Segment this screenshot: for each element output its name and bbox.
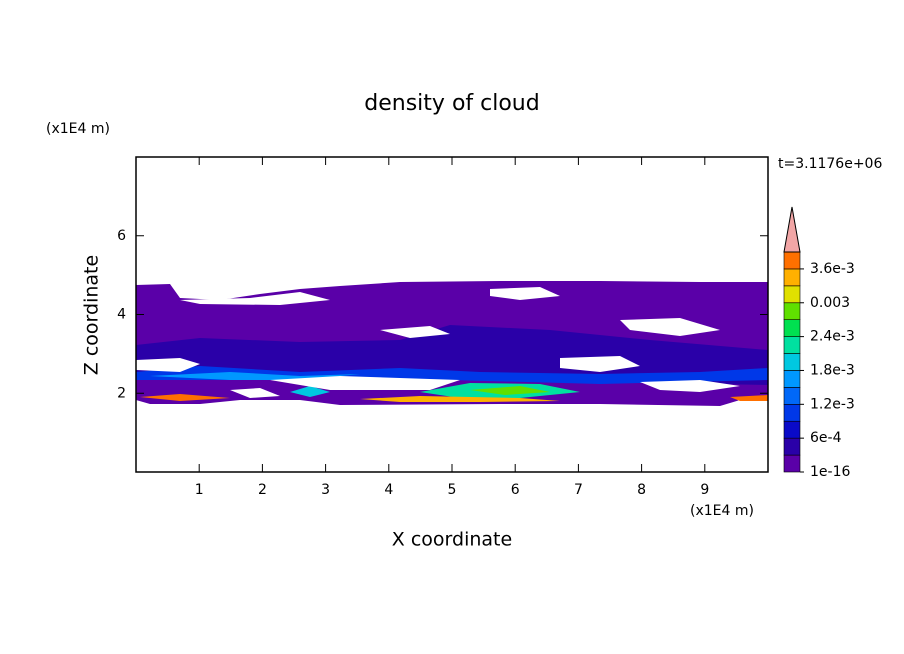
colorbar-box [783,454,801,473]
contour-region [730,395,768,401]
colorbar-box [783,319,801,337]
x-tick-label: 7 [574,482,583,498]
colorbar-tick-label: 2.4e-3 [810,329,855,345]
contour-region [360,396,560,402]
y-unit: (x1E4 m) [46,121,110,137]
x-tick-label: 1 [195,482,204,498]
colorbar-box [783,370,801,388]
contour-region [470,386,550,395]
colorbar-box [783,437,801,456]
x-axis-label: X coordinate [392,529,512,551]
colorbar-box [783,420,801,439]
colorbar-extend [783,206,801,253]
colorbar-box [783,268,801,287]
colorbar-box [783,336,801,354]
colorbar-tick-label: 1.8e-3 [810,362,855,378]
x-tick-label: 9 [700,482,709,498]
x-tick-label: 4 [384,482,393,498]
y-tick-label: 2 [117,385,126,401]
x-tick-label: 3 [321,482,330,498]
colorbar-box [783,353,801,371]
x-tick-label: 5 [448,482,457,498]
colorbar-box [783,404,801,422]
y-tick-label: 6 [117,228,126,244]
colorbar-tick-label: 0.003 [810,295,850,311]
y-axis-label: Z coordinate [81,255,103,375]
colorbar-tick-label: 1e-16 [810,464,850,480]
x-tick-label: 8 [637,482,646,498]
contour-region [290,386,330,397]
colorbar-box [783,251,801,270]
colorbar-box [783,387,801,405]
contour-field [136,281,768,406]
annotation: t=3.1176e+06 [778,156,882,172]
x-tick-label: 2 [258,482,267,498]
colorbar-tick-label: 1.2e-3 [810,396,855,412]
chart-title: density of cloud [364,91,539,116]
colorbar-box [783,285,801,304]
x-tick-label: 6 [511,482,520,498]
colorbar-box [783,302,801,320]
colorbar-tick-label: 3.6e-3 [810,261,855,277]
x-unit: (x1E4 m) [690,503,754,519]
colorbar-tick-label: 6e-4 [810,430,842,446]
contour-region [140,394,230,401]
y-tick-label: 4 [117,307,126,323]
